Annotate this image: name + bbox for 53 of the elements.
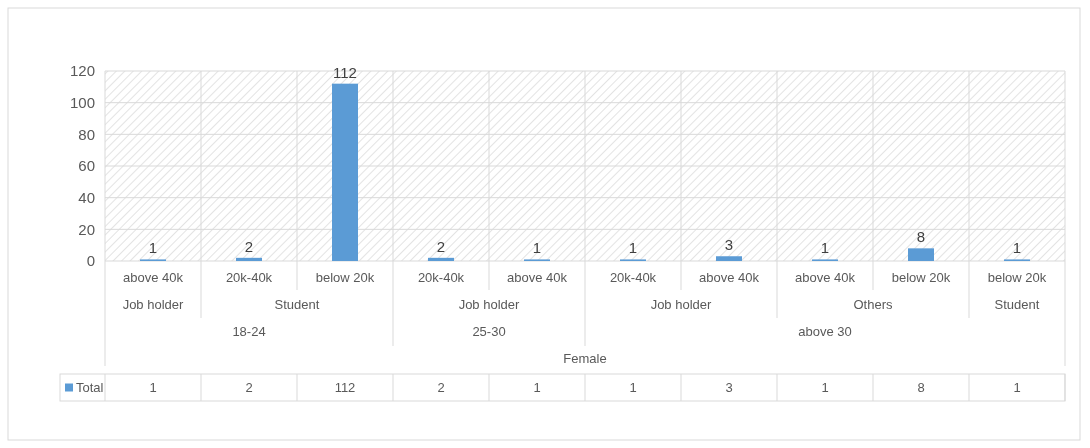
data-label: 1: [820, 239, 830, 257]
text: 1: [1013, 380, 1021, 396]
bar: [716, 256, 742, 261]
text: 25-30: [472, 323, 506, 339]
data-label: 1: [1012, 239, 1022, 257]
bar: [428, 257, 454, 261]
x-tick-label: above 40k: [795, 269, 856, 285]
text: Job holder: [122, 296, 185, 312]
legend-label: Total: [76, 380, 104, 396]
x-tick-label: 20k-40k: [417, 269, 465, 285]
y-tick-label: 60: [78, 157, 95, 175]
text: above 30: [798, 323, 852, 339]
text: Female: [563, 350, 607, 366]
text: Student: [994, 296, 1040, 312]
text: 1: [149, 380, 157, 396]
x-tick-label: above 40k: [699, 269, 760, 285]
text: 2: [437, 380, 445, 396]
x-tick-label: below 20k: [987, 269, 1047, 285]
data-label: 3: [724, 236, 734, 254]
bar: [332, 83, 358, 261]
y-tick-label: 0: [86, 252, 95, 270]
text: 112: [334, 380, 356, 396]
data-label: 8: [916, 228, 926, 246]
x-tick-label: 20k-40k: [225, 269, 273, 285]
y-tick-label: 80: [78, 125, 95, 143]
data-label: 2: [244, 237, 254, 255]
text: 18-24: [232, 323, 266, 339]
x-tick-label: below 20k: [891, 269, 951, 285]
data-label: 1: [628, 239, 638, 257]
text: Student: [274, 296, 320, 312]
data-label: 1: [148, 239, 158, 257]
text: 1: [533, 380, 541, 396]
text: Job holder: [650, 296, 713, 312]
bar: [908, 248, 934, 261]
y-tick-label: 100: [69, 93, 95, 111]
text: 1: [629, 380, 637, 396]
data-label: 1: [532, 239, 542, 257]
text: Others: [853, 296, 893, 312]
x-tick-label: above 40k: [123, 269, 184, 285]
x-tick-label: below 20k: [315, 269, 375, 285]
text: 2: [245, 380, 253, 396]
x-tick-label: above 40k: [507, 269, 568, 285]
x-tick-label: 20k-40k: [609, 269, 657, 285]
y-tick-label: 40: [78, 188, 95, 206]
y-tick-label: 120: [69, 62, 95, 80]
text: Job holder: [458, 296, 521, 312]
text: 8: [917, 380, 925, 396]
data-label: 2: [436, 237, 446, 255]
bar: [236, 257, 262, 261]
y-tick-label: 20: [78, 220, 95, 238]
text: 1: [821, 380, 829, 396]
text: 3: [725, 380, 733, 396]
data-label: 112: [333, 63, 357, 81]
